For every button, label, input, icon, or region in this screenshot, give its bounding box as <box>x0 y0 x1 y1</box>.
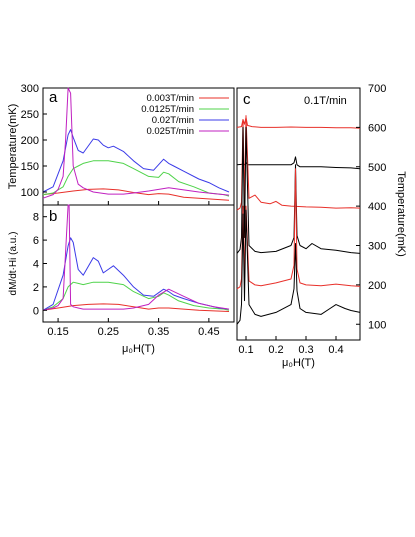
y-tick-label: 6 <box>33 235 39 247</box>
y-tick-label: 300 <box>368 241 386 253</box>
legend-label: 0.003T/min <box>146 93 194 104</box>
x-tick-label: 0.4 <box>328 344 343 356</box>
panel-b: 0 2 4 6 8 0.15 0.25 0.35 0.45 b dM/dt·Hi (a.u.) μ₀H… <box>8 204 235 355</box>
y-tick-label: 700 <box>368 83 386 95</box>
y-tick-label: 8 <box>33 212 39 224</box>
series-line-2 <box>42 237 230 311</box>
x-tick-label: 0.3 <box>298 344 313 356</box>
series-line-0 <box>42 303 230 312</box>
y-tick-label: 0 <box>33 305 39 317</box>
y-tick-label: 100 <box>21 187 39 199</box>
x-tick-label: 0.25 <box>98 326 119 338</box>
x-axis-label-b: μ₀H(T) <box>122 343 155 355</box>
y-tick-label: 500 <box>368 162 386 174</box>
y-tick-label: 400 <box>368 201 386 213</box>
plot-frame <box>42 87 235 206</box>
y-tick-label: 100 <box>368 319 386 331</box>
series-line-4 <box>236 168 361 290</box>
series-line-0 <box>42 188 230 201</box>
x-axis-label-c: μ₀H(T) <box>282 357 315 369</box>
legend-label: 0.025T/min <box>146 126 194 137</box>
series-line-1 <box>236 156 361 170</box>
x-tick-label: 0.1 <box>238 344 253 356</box>
series-line-5 <box>236 209 361 325</box>
panel-label-b: b <box>49 208 57 225</box>
y-axis-label-c: Temperature(mK) <box>395 171 407 257</box>
y-tick-label: 2 <box>33 282 39 294</box>
series-line-2 <box>236 115 361 211</box>
y-tick-label: 250 <box>21 109 39 121</box>
y-axis-label-a: Temperature(mK) <box>7 104 19 190</box>
panel-a: 100 150 200 250 300 a Temperature(mK) 0.003T/mi… <box>7 83 235 206</box>
x-tick-label: 0.45 <box>198 326 219 338</box>
x-tick-label: 0.15 <box>47 326 68 338</box>
y-tick-label: 200 <box>21 135 39 147</box>
annotation-rate: 0.1T/min <box>304 95 347 107</box>
y-tick-label: 150 <box>21 161 39 173</box>
series-line-1 <box>42 281 230 311</box>
x-tick-label: 0.35 <box>148 326 169 338</box>
series-line-0 <box>236 117 361 129</box>
series-line-2 <box>42 129 230 193</box>
legend-label: 0.02T/min <box>152 115 194 126</box>
legend-label: 0.0125T/min <box>141 104 194 115</box>
panel-c: 100 200 300 400 500 600 700 0.1 0.2 0.3 0.4 c 0.1T/m… <box>236 83 407 369</box>
panel-label-a: a <box>49 89 58 106</box>
x-tick-label: 0.2 <box>268 344 283 356</box>
y-tick-label: 600 <box>368 122 386 134</box>
y-tick-label: 200 <box>368 280 386 292</box>
series-line-3 <box>42 87 230 199</box>
y-tick-label: 4 <box>33 259 39 271</box>
y-axis-label-b: dM/dt·Hi (a.u.) <box>8 232 19 296</box>
series-line-3 <box>236 126 361 254</box>
y-tick-label: 300 <box>21 83 39 95</box>
plot-frame <box>236 87 361 341</box>
panel-label-c: c <box>243 91 251 108</box>
series-line-1 <box>42 160 230 197</box>
series-line-3 <box>42 204 230 311</box>
